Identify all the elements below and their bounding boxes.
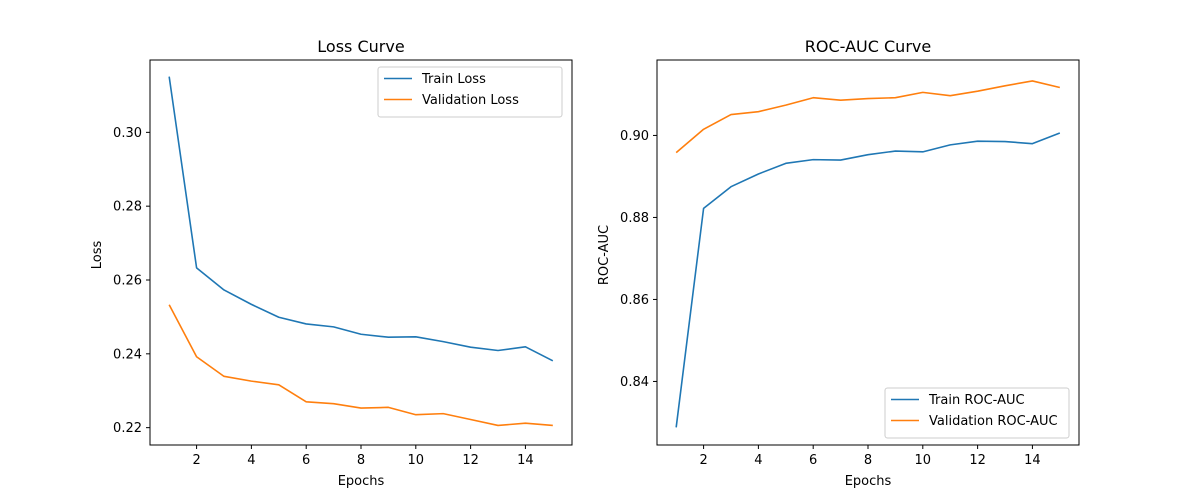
loss-chart-x-tick-label: 10 (408, 453, 425, 468)
roc-auc-chart-y-tick-label: 0.88 (620, 211, 649, 226)
loss-chart-x-tick-label: 8 (357, 453, 365, 468)
loss-chart-legend-label-train-loss: Train Loss (421, 72, 486, 87)
loss-chart-validation-loss-line (168, 304, 553, 427)
roc-auc-chart-y-tick-label: 0.86 (620, 293, 649, 308)
roc-auc-chart-legend: Train ROC-AUC Validation ROC-AUC (884, 387, 1070, 439)
roc-auc-chart-y-tick-label: 0.84 (620, 375, 649, 390)
loss-chart-ticks: 2 4 6 8 10 12 14 0.22 0.24 0.26 0.28 0.30 (113, 126, 534, 468)
loss-chart-train-loss-line (168, 76, 554, 362)
roc-auc-chart-x-tick-label: 12 (969, 453, 986, 468)
roc-auc-chart-lines (675, 80, 1061, 428)
loss-chart-legend-box (377, 66, 563, 118)
loss-chart-y-tick-label: 0.30 (113, 126, 142, 141)
roc-auc-chart-x-tick-label: 6 (809, 453, 817, 468)
loss-chart-y-tick-label: 0.24 (113, 347, 142, 362)
loss-chart-y-tick-label: 0.26 (113, 274, 142, 289)
loss-chart-x-tick-label: 2 (192, 453, 200, 468)
loss-chart-x-axis-label: Epochs (338, 474, 385, 489)
roc-auc-chart-legend-box (884, 387, 1070, 439)
roc-auc-chart-title: ROC-AUC Curve (805, 37, 931, 56)
roc-auc-chart-legend-label-validation-roc-auc: Validation ROC-AUC (929, 414, 1058, 429)
roc-auc-chart-x-tick-label: 4 (754, 453, 762, 468)
loss-chart-title: Loss Curve (317, 37, 404, 56)
roc-auc-chart-ticks: 2 4 6 8 10 12 14 0.84 0.86 0.88 0.90 (620, 129, 1041, 468)
roc-auc-chart: ROC-AUC Curve Epochs ROC-AUC 2 4 6 8 10 12 14 0… (597, 37, 1080, 489)
loss-chart-x-tick-label: 12 (462, 453, 479, 468)
loss-chart-x-tick-label: 14 (517, 453, 534, 468)
roc-auc-chart-train-roc-auc-line (675, 132, 1061, 428)
roc-auc-chart-y-axis-label: ROC-AUC (597, 225, 612, 285)
loss-chart-legend: Train Loss Validation Loss (377, 66, 563, 118)
loss-chart-x-tick-label: 6 (302, 453, 310, 468)
roc-auc-chart-plot-frame (656, 59, 1080, 446)
loss-chart-x-tick-label: 4 (247, 453, 255, 468)
roc-auc-chart-legend-label-train-roc-auc: Train ROC-AUC (928, 393, 1025, 408)
loss-chart-legend-label-validation-loss: Validation Loss (422, 93, 519, 108)
loss-chart-lines (168, 76, 554, 427)
loss-chart-y-tick-label: 0.28 (113, 200, 142, 215)
roc-auc-chart-x-tick-label: 8 (864, 453, 872, 468)
loss-chart-y-axis-label: Loss (90, 241, 105, 270)
loss-chart-y-tick-label: 0.22 (113, 421, 142, 436)
loss-chart: Loss Curve Epochs Loss 2 4 6 8 10 12 14 0.22 0.2… (90, 37, 573, 489)
roc-auc-chart-x-tick-label: 14 (1024, 453, 1041, 468)
roc-auc-chart-validation-roc-auc-line (675, 80, 1061, 154)
roc-auc-chart-x-axis-label: Epochs (845, 474, 892, 489)
roc-auc-chart-x-tick-label: 10 (915, 453, 932, 468)
loss-chart-plot-frame (149, 59, 573, 446)
roc-auc-chart-x-tick-label: 2 (699, 453, 707, 468)
roc-auc-chart-y-tick-label: 0.90 (620, 129, 649, 144)
